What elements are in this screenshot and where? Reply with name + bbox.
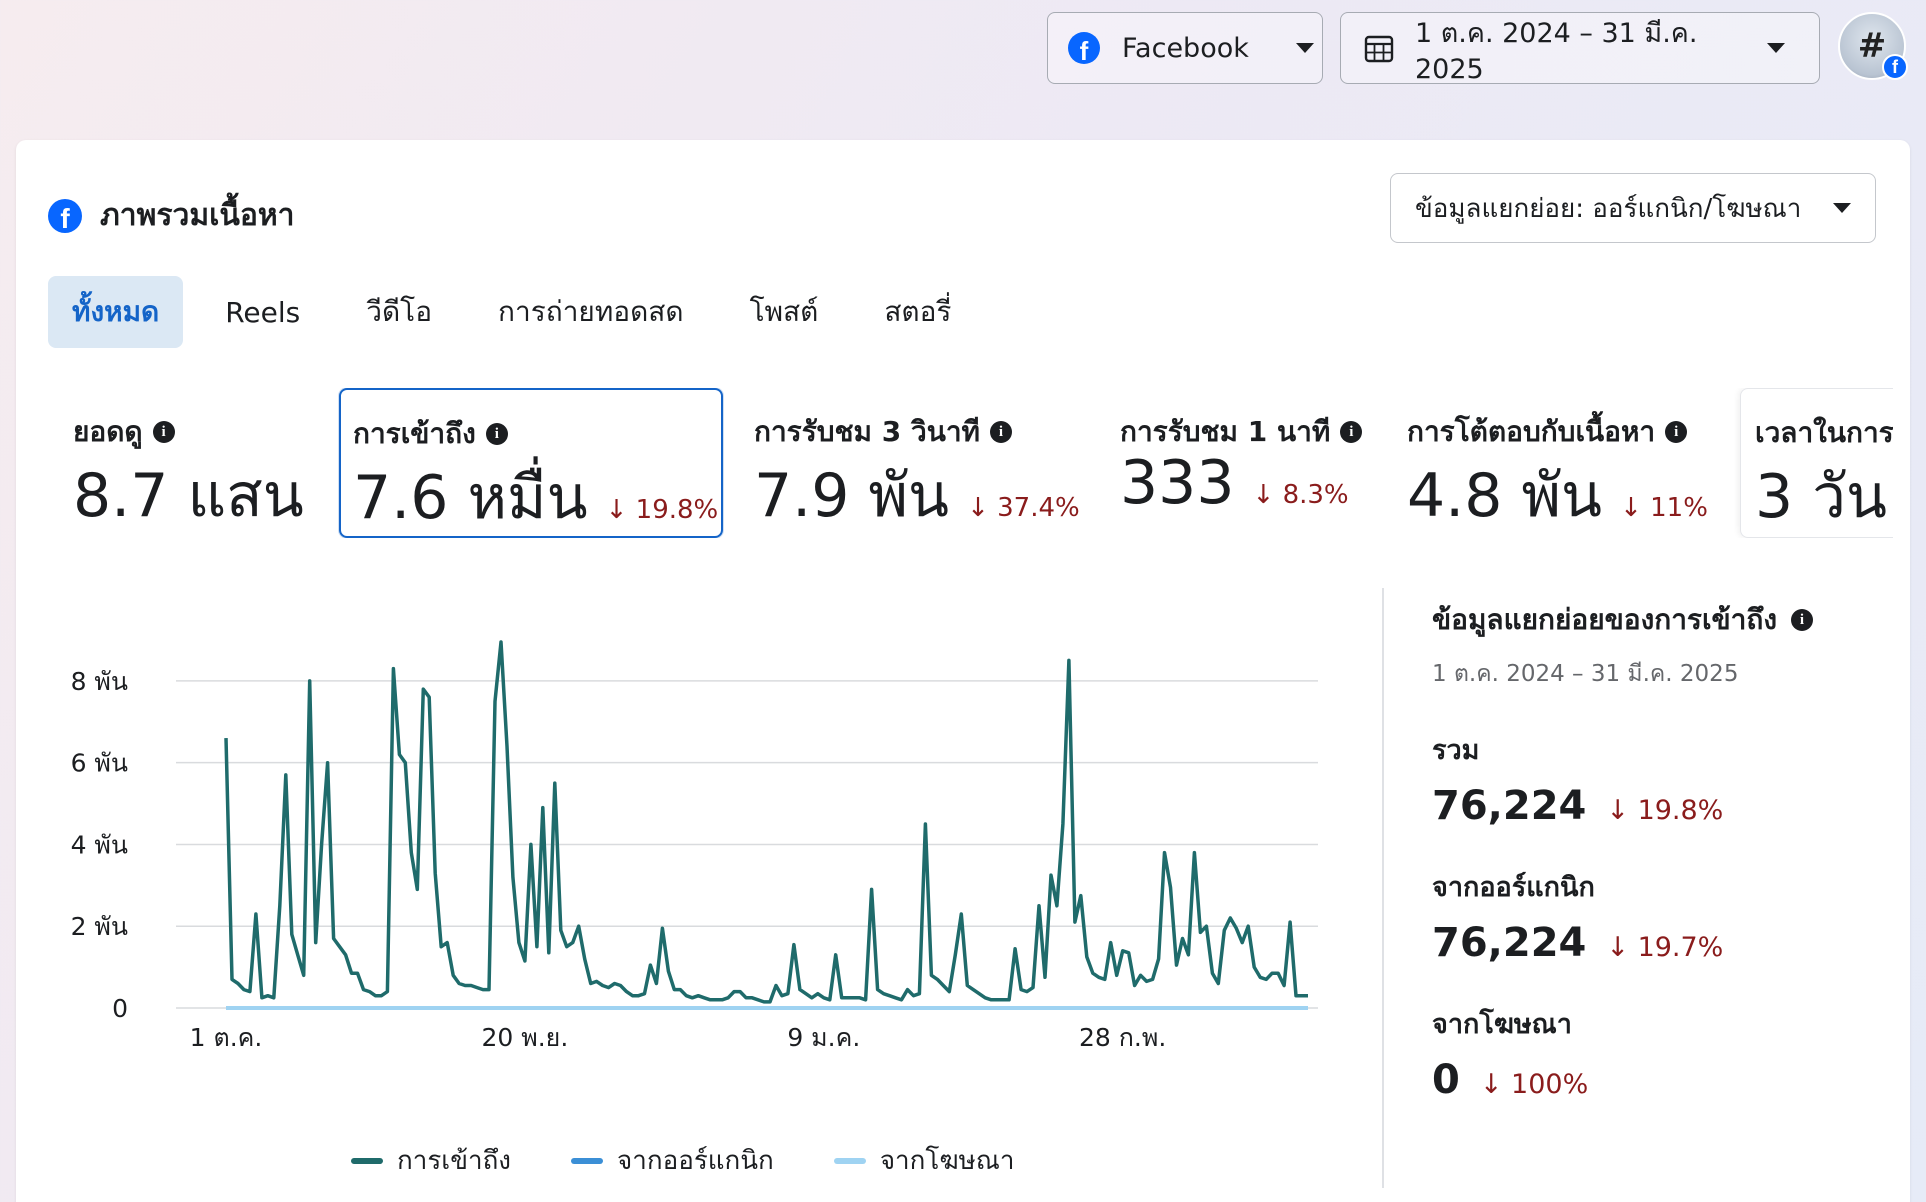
y-tick-label: 0 <box>112 994 128 1023</box>
metric-delta: ↓ 37.4% <box>967 493 1080 523</box>
legend-label: การเข้าถึง <box>397 1146 512 1176</box>
series-line-reach <box>224 640 1308 1004</box>
metric-label: การรับชม 1 นาที <box>1120 415 1331 448</box>
tab-live[interactable]: การถ่ายทอดสด <box>498 295 684 328</box>
metric-value: 4.8 พัน <box>1407 461 1603 531</box>
x-tick-label: 9 ม.ค. <box>787 1023 860 1052</box>
card-title: ภาพรวมเนื้อหา <box>100 198 295 233</box>
metric-engagement[interactable]: การโต้ตอบกับเนื้อหา i 4.8 พัน ↓ 11% <box>1393 388 1723 538</box>
total-delta: ↓ 19.8% <box>1606 795 1724 826</box>
chart-legend: การเข้าถึง จากออร์แกนิก จากโฆษณา <box>351 1140 1015 1181</box>
metric-1min-views[interactable]: การรับชม 1 นาที i 333 ↓ 8.3% <box>1106 388 1396 538</box>
y-tick-label: 8 พัน <box>71 667 128 696</box>
panel-title: ข้อมูลแยกย่อยของการเข้าถึง <box>1432 603 1778 636</box>
info-icon[interactable]: i <box>1791 609 1814 631</box>
reach-line-chart: 0 2 พัน 4 พัน 6 พัน 8 พัน 1 ต.ค. 20 พ.ย. 9 ม.ค.… <box>71 640 1318 1052</box>
metrics-row: ยอดดู i 8.7 แสน การเข้าถึง i 7.6 หมื่น ↓ 19… <box>48 388 1893 538</box>
facebook-icon: f <box>1068 32 1100 64</box>
metric-delta: ↓ 8.3% <box>1252 480 1349 510</box>
metric-label: การเข้าถึง <box>353 417 476 450</box>
metric-label: ยอดดู <box>73 415 143 448</box>
metric-delta: ↓ 11% <box>1620 493 1708 523</box>
chevron-down-icon <box>1833 203 1851 213</box>
metric-value: 7.9 พัน <box>754 461 950 531</box>
top-bar: f Facebook 1 ต.ค. 2024 – 31 มี.ค. 2025 #… <box>0 12 1926 85</box>
tab-reels[interactable]: Reels <box>225 295 301 329</box>
legend-item-reach[interactable]: การเข้าถึง <box>351 1140 511 1181</box>
tab-posts[interactable]: โพสต์ <box>749 295 819 328</box>
chevron-down-icon <box>1296 43 1314 53</box>
facebook-icon: f <box>48 198 82 233</box>
date-range-label: 1 ต.ค. 2024 – 31 มี.ค. 2025 <box>1415 18 1698 85</box>
legend-label: จากโฆษณา <box>879 1146 1015 1176</box>
tab-video[interactable]: วีดีโอ <box>366 295 433 328</box>
card-header: f ภาพรวมเนื้อหา <box>48 192 295 239</box>
x-tick-label: 20 พ.ย. <box>482 1023 569 1052</box>
metric-label: การรับชม 3 วินาที <box>754 415 981 448</box>
tab-stories[interactable]: สตอรี่ <box>884 295 952 328</box>
metric-views[interactable]: ยอดดู i 8.7 แสน <box>48 388 308 538</box>
date-range-select[interactable]: 1 ต.ค. 2024 – 31 มี.ค. 2025 <box>1340 12 1820 85</box>
tab-all[interactable]: ทั้งหมด <box>48 276 184 348</box>
info-icon[interactable]: i <box>1340 421 1363 443</box>
avatar-glyph: # <box>1857 26 1887 66</box>
platform-select[interactable]: f Facebook <box>1047 12 1323 84</box>
ads-delta: ↓ 100% <box>1479 1069 1589 1100</box>
metric-watch-time[interactable]: เวลาในการ 3 วัน <box>1740 388 1893 538</box>
calendar-icon <box>1364 35 1394 63</box>
content-type-tabs: ทั้งหมด Reels วีดีโอ การถ่ายทอดสด โพสต์ … <box>48 276 993 348</box>
info-icon[interactable]: i <box>1665 421 1688 443</box>
metric-value: 3 วัน <box>1755 462 1887 532</box>
info-icon[interactable]: i <box>990 421 1013 443</box>
legend-label: จากออร์แกนิก <box>617 1146 774 1176</box>
x-tick-label: 1 ต.ค. <box>190 1023 263 1052</box>
metric-value: 333 <box>1120 448 1235 518</box>
y-tick-label: 4 พัน <box>71 830 128 859</box>
legend-item-organic[interactable]: จากออร์แกนิก <box>571 1140 774 1181</box>
total-value: 76,224 <box>1432 783 1587 829</box>
ads-label: จากโฆษณา <box>1432 1009 1572 1040</box>
ads-value: 0 <box>1432 1057 1460 1103</box>
metric-3s-views[interactable]: การรับชม 3 วินาที i 7.9 พัน ↓ 37.4% <box>740 388 1090 538</box>
legend-swatch <box>351 1157 383 1164</box>
legend-swatch <box>571 1157 604 1164</box>
metric-delta: ↓ 19.8% <box>605 495 719 525</box>
avatar[interactable]: # f <box>1838 12 1908 80</box>
metric-reach[interactable]: การเข้าถึง i 7.6 หมื่น ↓ 19.8% <box>339 388 723 538</box>
metric-value: 7.6 หมื่น <box>353 463 588 533</box>
panel-divider <box>1382 588 1384 1188</box>
breakdown-select-label: ข้อมูลแยกย่อย: ออร์แกนิก/โฆษณา <box>1415 193 1802 224</box>
organic-delta: ↓ 19.7% <box>1606 932 1724 963</box>
x-tick-label: 28 ก.พ. <box>1079 1023 1166 1052</box>
info-icon[interactable]: i <box>152 421 175 443</box>
organic-label: จากออร์แกนิก <box>1432 872 1595 903</box>
breakdown-select[interactable]: ข้อมูลแยกย่อย: ออร์แกนิก/โฆษณา <box>1390 173 1876 243</box>
reach-breakdown-panel: ข้อมูลแยกย่อยของการเข้าถึง i 1 ต.ค. 2024… <box>1432 588 1872 1103</box>
info-icon[interactable]: i <box>485 423 508 445</box>
facebook-badge-icon: f <box>1882 54 1908 80</box>
y-tick-label: 6 พัน <box>71 749 128 778</box>
chevron-down-icon <box>1767 43 1785 53</box>
y-tick-label: 2 พัน <box>71 912 128 941</box>
panel-date-range: 1 ต.ค. 2024 – 31 มี.ค. 2025 <box>1432 661 1739 687</box>
metric-label: เวลาในการ <box>1755 416 1893 449</box>
legend-item-ads[interactable]: จากโฆษณา <box>833 1140 1015 1181</box>
platform-select-label: Facebook <box>1122 32 1249 64</box>
organic-value: 76,224 <box>1432 920 1587 966</box>
reach-chart: 0 2 พัน 4 พัน 6 พัน 8 พัน 1 ต.ค. 20 พ.ย. 9 ม.ค.… <box>16 580 1376 1202</box>
metric-label: การโต้ตอบกับเนื้อหา <box>1407 415 1656 448</box>
content-overview-card: f ภาพรวมเนื้อหา ข้อมูลแยกย่อย: ออร์แกนิก… <box>16 140 1910 1202</box>
legend-swatch <box>833 1157 866 1164</box>
metric-value: 8.7 แสน <box>73 461 304 531</box>
total-label: รวม <box>1432 735 1480 766</box>
